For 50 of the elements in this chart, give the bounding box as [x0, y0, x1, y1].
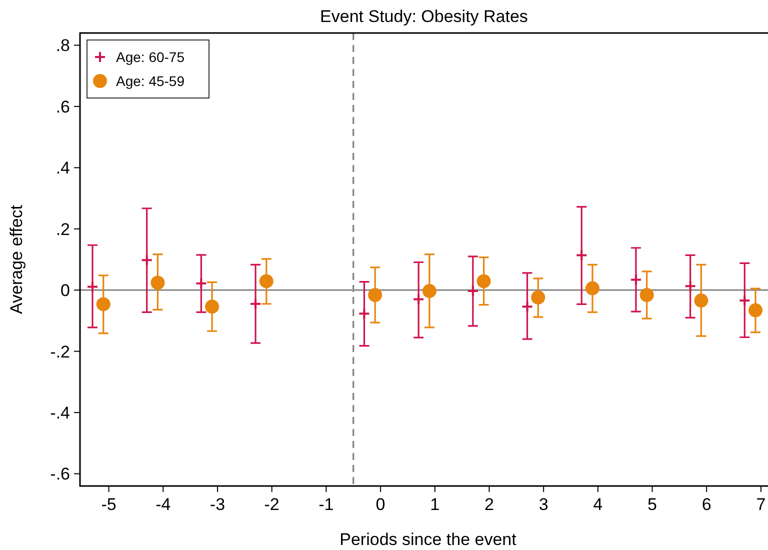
- x-tick-label: -5: [101, 495, 116, 514]
- point: [140, 254, 153, 266]
- y-tick-label: .4: [56, 158, 70, 178]
- point: [150, 276, 165, 290]
- x-tick-label: 3: [538, 495, 548, 514]
- point: [694, 294, 708, 308]
- y-tick-label: .2: [56, 220, 70, 239]
- x-tick-label: -3: [210, 495, 226, 514]
- x-tick-label: 4: [593, 495, 603, 514]
- chart-title: Event Study: Obesity Rates: [320, 7, 528, 26]
- point: [422, 284, 436, 298]
- x-tick-label: 1: [430, 495, 440, 514]
- y-tick-label: -.2: [50, 342, 70, 362]
- legend-label: Age: 60-75: [116, 48, 185, 65]
- x-tick-label: 6: [702, 495, 712, 514]
- point: [96, 297, 110, 312]
- point: [86, 280, 98, 293]
- x-tick-label: -1: [318, 495, 334, 514]
- x-tick-label: 5: [648, 495, 657, 514]
- point: [531, 290, 546, 304]
- y-axis-title: Average effect: [7, 204, 26, 314]
- point: [368, 288, 382, 302]
- point: [684, 280, 696, 292]
- x-axis-title: Periods since the event: [340, 530, 517, 549]
- y-tick-label: .6: [56, 97, 70, 116]
- point: [476, 274, 491, 288]
- point: [630, 274, 642, 286]
- point: [748, 303, 762, 318]
- point: [195, 277, 208, 290]
- point: [640, 288, 654, 302]
- y-tick-label: .8: [56, 36, 70, 56]
- point: [521, 300, 534, 313]
- point: [412, 293, 425, 306]
- point: [576, 249, 588, 262]
- point: [585, 281, 600, 296]
- x-tick-label: 7: [756, 495, 766, 514]
- point: [738, 294, 751, 307]
- y-tick-label: -.6: [50, 464, 70, 484]
- legend-label: Age: 45-59: [116, 72, 185, 89]
- point: [466, 285, 479, 298]
- point: [250, 298, 262, 310]
- point: [358, 308, 370, 320]
- x-tick-label: 0: [376, 495, 386, 514]
- x-tick-label: -4: [156, 495, 171, 514]
- x-tick-label: 2: [484, 495, 494, 514]
- y-tick-label: -.4: [50, 403, 70, 422]
- x-tick-label: -2: [264, 495, 280, 514]
- point: [259, 274, 274, 288]
- y-tick-label: 0: [60, 281, 70, 300]
- point: [205, 300, 220, 314]
